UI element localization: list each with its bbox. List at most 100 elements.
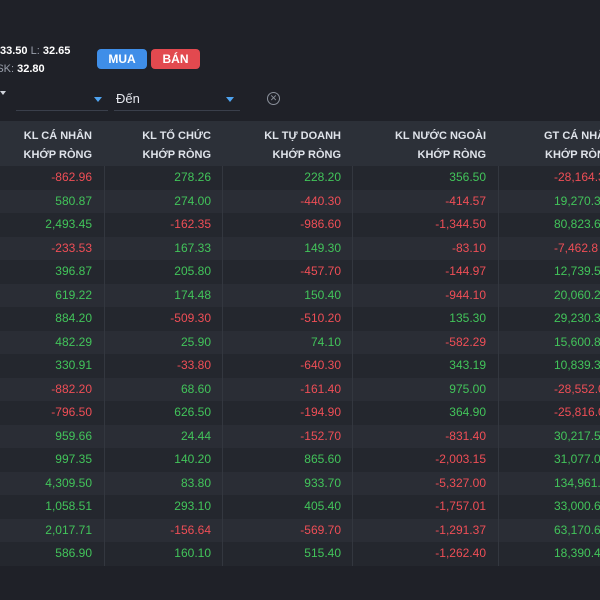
table-cell: -862.96 (51, 170, 92, 184)
table-cell: -1,291.37 (435, 522, 486, 537)
table-cell: 619.22 (55, 287, 92, 302)
table-cell: 228.20 (304, 170, 341, 184)
table-cell: -7,462.8 (554, 240, 599, 255)
high-price-row: 33.50 L: 32.65 (0, 42, 70, 60)
column-header-individual-volume[interactable]: KL CÁ NHÂN KHỚP RÒNG (23, 130, 92, 161)
table-cell: 343.19 (449, 358, 486, 372)
table-cell: -233.53 (51, 240, 92, 255)
column-divider (498, 401, 499, 425)
clear-filter-icon[interactable]: ✕ (267, 92, 280, 105)
column-divider (104, 236, 105, 260)
ask-price: 32.80 (17, 63, 45, 75)
table-cell: -640.30 (300, 358, 341, 372)
table-cell: -510.20 (300, 311, 341, 325)
chevron-down-icon[interactable] (0, 91, 6, 95)
column-header-institution-volume[interactable]: KL TỔ CHỨC KHỚP RÒNG (142, 130, 211, 161)
table-cell: 933.70 (304, 475, 341, 490)
table-cell: -414.57 (445, 193, 486, 208)
column-header-foreign-volume[interactable]: KL NƯỚC NGOÀI KHỚP RÒNG (394, 130, 486, 161)
table-cell: -2,003.15 (435, 452, 486, 466)
column-divider (104, 283, 105, 307)
table-cell: -944.10 (445, 287, 486, 302)
to-date-select[interactable]: Đến (114, 86, 240, 111)
column-divider (352, 354, 353, 378)
column-divider (352, 330, 353, 354)
column-divider (498, 283, 499, 307)
table-cell: 135.30 (449, 311, 486, 325)
column-divider (498, 542, 499, 566)
column-divider (104, 330, 105, 354)
table-cell: -162.35 (170, 217, 211, 231)
column-divider (222, 448, 223, 472)
column-header-proprietary-volume[interactable]: KL TỰ DOANH KHỚP RÒNG (264, 130, 341, 161)
column-divider (498, 213, 499, 237)
column-divider (352, 542, 353, 566)
column-divider (222, 424, 223, 448)
column-divider (222, 283, 223, 307)
column-divider (352, 307, 353, 331)
low-price: 32.65 (42, 45, 71, 57)
column-divider (498, 260, 499, 284)
table-cell: -1,757.01 (435, 499, 486, 513)
table-cell: -882.20 (51, 381, 92, 396)
table-row[interactable]: 884.20 -509.30 -510.20 135.30 29,230.3 (0, 307, 600, 331)
table-cell: 18,390.4 (554, 546, 600, 560)
column-divider (352, 189, 353, 213)
table-row[interactable]: -862.96 278.26 228.20 356.50 -28,164.3 (0, 166, 600, 190)
table-cell: -1,344.50 (435, 217, 486, 231)
table-row[interactable]: 396.87 205.80 -457.70 -144.97 12,739.5 (0, 260, 600, 284)
table-cell: 63,170.6 (554, 522, 600, 537)
table-cell: 997.35 (55, 452, 92, 466)
table-cell: 24.44 (180, 428, 211, 443)
table-cell: -144.97 (445, 264, 486, 278)
column-divider (498, 471, 499, 495)
table-row[interactable]: 2,493.45 -162.35 -986.60 -1,344.50 80,823.6 (0, 213, 600, 237)
table-cell: 205.80 (174, 264, 211, 278)
column-divider (352, 495, 353, 519)
buy-button[interactable]: MUA (97, 49, 147, 69)
column-divider (352, 166, 353, 190)
column-divider (498, 518, 499, 542)
column-divider (222, 189, 223, 213)
table-row[interactable]: -796.50 626.50 -194.90 364.90 -25,816.0 (0, 401, 600, 425)
table-cell: -440.30 (300, 193, 341, 208)
table-cell: 396.87 (55, 264, 92, 278)
net-matched-table: KL CÁ NHÂN KHỚP RÒNG KL TỔ CHỨC KHỚP RÒNG … (0, 121, 600, 566)
table-cell: 586.90 (55, 546, 92, 560)
table-row[interactable]: 580.87 274.00 -440.30 -414.57 19,270.3 (0, 189, 600, 213)
table-row[interactable]: 997.35 140.20 865.60 -2,003.15 31,077.0 (0, 448, 600, 472)
table-cell: 12,739.5 (554, 264, 600, 278)
column-divider (222, 166, 223, 190)
column-divider (222, 236, 223, 260)
table-row[interactable]: -882.20 68.60 -161.40 975.00 -28,552.0 (0, 377, 600, 401)
table-cell: 364.90 (449, 405, 486, 419)
column-divider (498, 189, 499, 213)
table-row[interactable]: 959.66 24.44 -152.70 -831.40 30,217.5 (0, 424, 600, 448)
table-cell: -25,816.0 (554, 405, 600, 419)
table-cell: -1,262.40 (435, 546, 486, 560)
ask-row: ASK: 32.80 (0, 60, 70, 78)
table-cell: 580.87 (55, 193, 92, 208)
table-cell: 884.20 (55, 311, 92, 325)
table-row[interactable]: 619.22 174.48 150.40 -944.10 20,060.2 (0, 283, 600, 307)
column-divider (104, 189, 105, 213)
table-row[interactable]: 586.90 160.10 515.40 -1,262.40 18,390.4 (0, 542, 600, 566)
column-divider (104, 448, 105, 472)
table-cell: 626.50 (174, 405, 211, 419)
column-divider (104, 495, 105, 519)
table-row[interactable]: 330.91 -33.80 -640.30 343.19 10,839.3 (0, 354, 600, 378)
table-cell: 959.66 (55, 428, 92, 443)
column-divider (498, 307, 499, 331)
table-cell: -796.50 (51, 405, 92, 419)
table-cell: -194.90 (300, 405, 341, 419)
table-row[interactable]: 2,017.71 -156.64 -569.70 -1,291.37 63,170.6 (0, 518, 600, 542)
table-row[interactable]: -233.53 167.33 149.30 -83.10 -7,462.8 (0, 236, 600, 260)
sell-button[interactable]: BÁN (151, 49, 200, 69)
column-divider (104, 260, 105, 284)
table-row[interactable]: 1,058.51 293.10 405.40 -1,757.01 33,000.6 (0, 495, 600, 519)
column-divider (104, 542, 105, 566)
from-date-select[interactable] (16, 86, 108, 111)
table-row[interactable]: 4,309.50 83.80 933.70 -5,327.00 134,961.7 (0, 471, 600, 495)
table-row[interactable]: 482.29 25.90 74.10 -582.29 15,600.8 (0, 330, 600, 354)
